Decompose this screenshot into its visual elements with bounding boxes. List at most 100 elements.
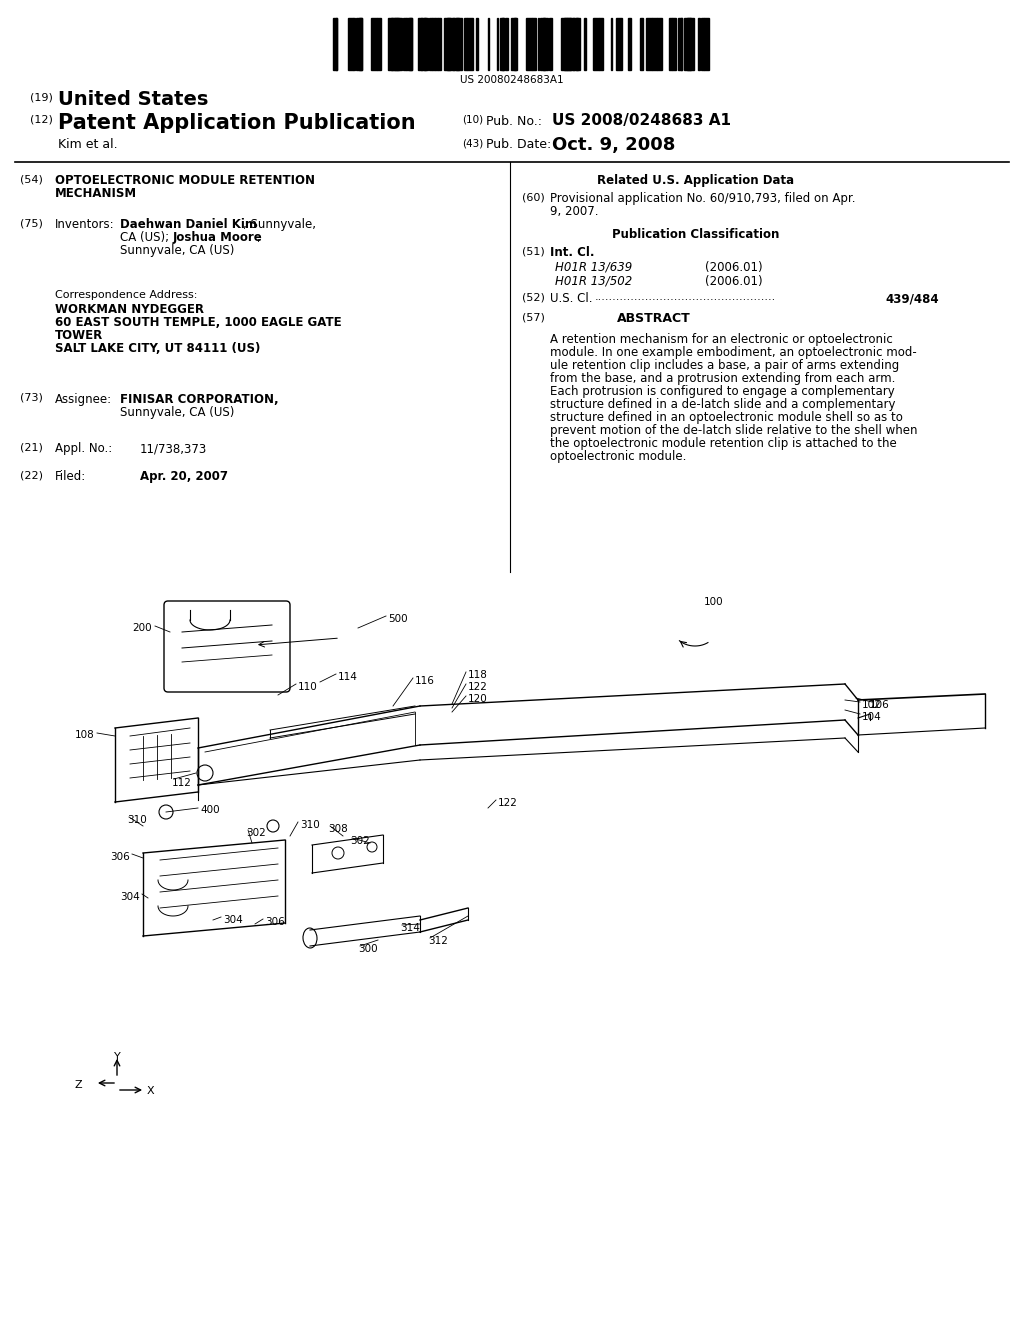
- Text: 400: 400: [200, 805, 219, 814]
- Text: 302: 302: [246, 828, 266, 838]
- Text: Int. Cl.: Int. Cl.: [550, 246, 595, 259]
- Bar: [549, 18, 552, 70]
- Bar: [564, 18, 569, 70]
- Text: optoelectronic module.: optoelectronic module.: [550, 450, 686, 463]
- Text: 120: 120: [468, 694, 487, 704]
- Text: U.S. Cl.: U.S. Cl.: [550, 292, 593, 305]
- Bar: [672, 18, 677, 70]
- Bar: [506, 18, 508, 70]
- Text: 116: 116: [415, 676, 435, 686]
- Text: Inventors:: Inventors:: [55, 218, 115, 231]
- Bar: [418, 18, 422, 70]
- Text: 11/738,373: 11/738,373: [140, 442, 207, 455]
- Bar: [616, 18, 623, 70]
- Text: 108: 108: [75, 730, 95, 741]
- Text: 312: 312: [428, 936, 447, 946]
- Bar: [593, 18, 599, 70]
- Text: prevent motion of the de-latch slide relative to the shell when: prevent motion of the de-latch slide rel…: [550, 424, 918, 437]
- Text: 308: 308: [328, 824, 348, 834]
- Text: ,: ,: [256, 231, 260, 244]
- Text: Sunnyvale, CA (US): Sunnyvale, CA (US): [120, 407, 234, 418]
- Text: Provisional application No. 60/910,793, filed on Apr.: Provisional application No. 60/910,793, …: [550, 191, 855, 205]
- Bar: [701, 18, 705, 70]
- Bar: [400, 18, 401, 70]
- Bar: [514, 18, 516, 70]
- Text: 110: 110: [298, 682, 317, 692]
- Bar: [406, 18, 412, 70]
- Text: Z: Z: [75, 1080, 82, 1090]
- Text: from the base, and a protrusion extending from each arm.: from the base, and a protrusion extendin…: [550, 372, 895, 385]
- Text: 304: 304: [223, 915, 243, 925]
- Bar: [467, 18, 473, 70]
- Text: (10): (10): [462, 115, 483, 125]
- Bar: [438, 18, 441, 70]
- Bar: [657, 18, 662, 70]
- Bar: [435, 18, 438, 70]
- Text: SALT LAKE CITY, UT 84111 (US): SALT LAKE CITY, UT 84111 (US): [55, 342, 260, 355]
- Bar: [453, 18, 459, 70]
- Text: 304: 304: [120, 892, 140, 902]
- Bar: [424, 18, 428, 70]
- Bar: [538, 18, 539, 70]
- Bar: [687, 18, 691, 70]
- Bar: [497, 18, 498, 70]
- Text: Correspondence Address:: Correspondence Address:: [55, 290, 198, 300]
- Bar: [684, 18, 689, 70]
- Bar: [487, 18, 489, 70]
- Text: 306: 306: [265, 917, 285, 927]
- Bar: [450, 18, 455, 70]
- Text: 500: 500: [388, 614, 408, 624]
- Text: (52): (52): [522, 292, 545, 302]
- Text: (51): (51): [522, 246, 545, 256]
- Bar: [572, 18, 579, 70]
- Text: 104: 104: [862, 711, 882, 722]
- Text: H01R 13/502: H01R 13/502: [555, 275, 632, 288]
- Bar: [651, 18, 657, 70]
- Text: US 2008/0248683 A1: US 2008/0248683 A1: [552, 114, 731, 128]
- Bar: [371, 18, 377, 70]
- Bar: [432, 18, 435, 70]
- Bar: [500, 18, 504, 70]
- Text: the optoelectronic module retention clip is attached to the: the optoelectronic module retention clip…: [550, 437, 897, 450]
- Bar: [610, 18, 612, 70]
- Text: module. In one example embodiment, an optoelectronic mod-: module. In one example embodiment, an op…: [550, 346, 916, 359]
- Text: 60 EAST SOUTH TEMPLE, 1000 EAGLE GATE: 60 EAST SOUTH TEMPLE, 1000 EAGLE GATE: [55, 315, 342, 329]
- Text: 114: 114: [338, 672, 357, 682]
- Bar: [391, 18, 397, 70]
- Bar: [356, 18, 362, 70]
- Text: (75): (75): [20, 218, 43, 228]
- Text: WORKMAN NYDEGGER: WORKMAN NYDEGGER: [55, 304, 204, 315]
- Text: 102: 102: [862, 700, 882, 710]
- Text: Patent Application Publication: Patent Application Publication: [58, 114, 416, 133]
- Text: 300: 300: [358, 944, 378, 954]
- Bar: [575, 18, 580, 70]
- Bar: [465, 18, 467, 70]
- Text: (73): (73): [20, 393, 43, 403]
- Bar: [429, 18, 432, 70]
- Text: FINISAR CORPORATION,: FINISAR CORPORATION,: [120, 393, 279, 407]
- Bar: [561, 18, 566, 70]
- Text: MECHANISM: MECHANISM: [55, 187, 137, 201]
- Bar: [678, 18, 682, 70]
- Text: Joshua Moore: Joshua Moore: [173, 231, 263, 244]
- Bar: [359, 18, 362, 70]
- Bar: [640, 18, 643, 70]
- Text: 439/484: 439/484: [885, 292, 939, 305]
- Text: (22): (22): [20, 470, 43, 480]
- Text: 100: 100: [705, 597, 724, 607]
- Bar: [585, 18, 586, 70]
- Bar: [526, 18, 531, 70]
- Bar: [397, 18, 398, 70]
- Bar: [421, 18, 426, 70]
- Text: Apr. 20, 2007: Apr. 20, 2007: [140, 470, 228, 483]
- Text: X: X: [147, 1086, 155, 1096]
- Text: 122: 122: [498, 799, 518, 808]
- Bar: [446, 18, 450, 70]
- Text: ABSTRACT: ABSTRACT: [617, 312, 691, 325]
- Bar: [689, 18, 694, 70]
- Text: 122: 122: [468, 682, 487, 692]
- Text: Each protrusion is configured to engage a complementary: Each protrusion is configured to engage …: [550, 385, 895, 399]
- Bar: [409, 18, 412, 70]
- Bar: [347, 18, 353, 70]
- Text: US 20080248683A1: US 20080248683A1: [460, 75, 564, 84]
